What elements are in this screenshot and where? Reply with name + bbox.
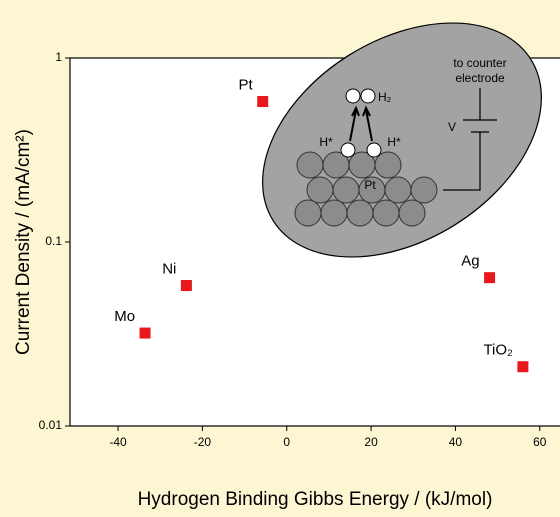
y-tick-label: 1	[55, 50, 62, 64]
atom	[373, 200, 399, 226]
x-tick-label: 0	[283, 435, 290, 449]
h2-label: H₂	[378, 90, 392, 104]
point-label: Pt	[239, 76, 254, 93]
atom	[375, 152, 401, 178]
point	[257, 96, 268, 107]
x-tick-label: 60	[533, 435, 547, 449]
atom	[307, 177, 333, 203]
point-label: Ni	[162, 260, 176, 277]
point	[484, 272, 495, 283]
point	[181, 280, 192, 291]
y-tick-label: 0.01	[39, 418, 63, 432]
atom	[347, 200, 373, 226]
point-label: Mo	[114, 308, 135, 325]
x-tick-label: -20	[194, 435, 212, 449]
point	[140, 328, 151, 339]
x-tick-label: 40	[449, 435, 463, 449]
metal-label: Pt	[364, 178, 376, 192]
voltage-label: V	[448, 120, 456, 134]
counter-label: electrode	[455, 71, 505, 85]
y-axis-label: Current Density / (mA/cm²)	[13, 129, 34, 355]
point-label: TiO₂	[483, 342, 513, 359]
h-atom	[341, 143, 355, 157]
page: {"chart_data": {"type": "scatter", "x_la…	[0, 0, 560, 517]
point	[517, 361, 528, 372]
h2-atom	[346, 89, 360, 103]
x-tick-label: -40	[109, 435, 127, 449]
h-left-label: H*	[319, 135, 333, 149]
atom	[411, 177, 437, 203]
h-atom	[367, 143, 381, 157]
h2-atom	[361, 89, 375, 103]
h-right-label: H*	[387, 135, 401, 149]
atom	[333, 177, 359, 203]
atom	[297, 152, 323, 178]
x-axis-label: Hydrogen Binding Gibbs Energy / (kJ/mol)	[138, 489, 493, 510]
atom	[399, 200, 425, 226]
x-tick-label: 20	[364, 435, 378, 449]
point-label: Ag	[461, 253, 479, 270]
counter-label: to counter	[453, 56, 506, 70]
atom	[385, 177, 411, 203]
y-tick-label: 0.1	[45, 234, 62, 248]
atom	[295, 200, 321, 226]
atom	[321, 200, 347, 226]
chart: Hydrogen Binding Gibbs Energy / (kJ/mol)…	[0, 0, 560, 517]
